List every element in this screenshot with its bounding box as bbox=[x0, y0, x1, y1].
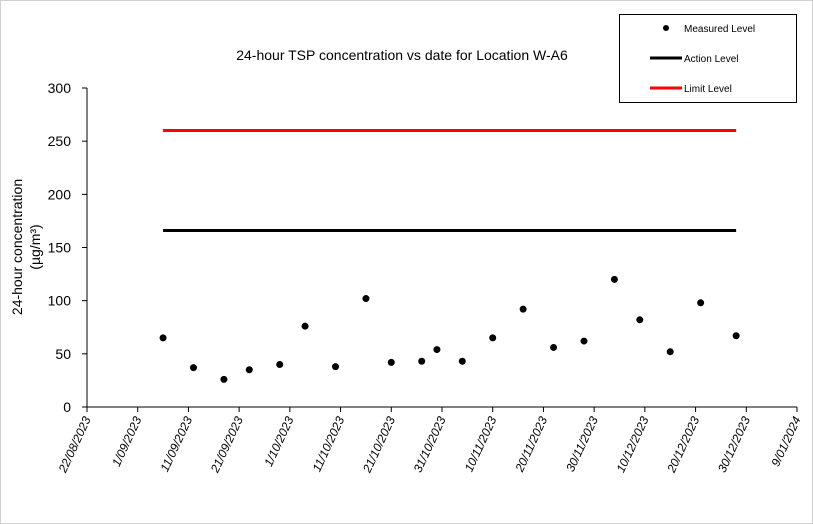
y-tick-label: 50 bbox=[55, 346, 71, 362]
data-point bbox=[301, 322, 309, 330]
data-point bbox=[220, 375, 228, 383]
data-point bbox=[245, 366, 253, 374]
legend-box bbox=[619, 14, 797, 103]
legend-label: Action Level bbox=[684, 54, 738, 65]
legend-label: Limit Level bbox=[684, 84, 732, 95]
data-point bbox=[697, 299, 705, 307]
y-tick-label: 0 bbox=[63, 399, 71, 415]
data-point bbox=[636, 316, 644, 324]
data-point bbox=[732, 332, 740, 340]
y-axis-label: (µg/m³) bbox=[27, 224, 43, 269]
data-point bbox=[666, 348, 674, 356]
y-axis-label: 24-hour concentration bbox=[9, 179, 25, 315]
y-tick-label: 300 bbox=[48, 80, 72, 96]
data-point bbox=[418, 357, 426, 365]
data-point bbox=[159, 334, 167, 342]
chart-title: 24-hour TSP concentration vs date for Lo… bbox=[236, 47, 568, 63]
data-point bbox=[332, 363, 339, 371]
data-point bbox=[489, 334, 497, 342]
data-point bbox=[387, 358, 395, 366]
data-point bbox=[519, 305, 527, 313]
data-point bbox=[550, 343, 558, 351]
data-point bbox=[362, 295, 370, 303]
data-point bbox=[458, 357, 466, 365]
data-point bbox=[580, 337, 588, 345]
data-point bbox=[610, 275, 618, 283]
data-point bbox=[190, 364, 197, 372]
legend-label: Measured Level bbox=[684, 24, 755, 35]
data-point bbox=[433, 346, 441, 354]
data-point bbox=[276, 360, 284, 368]
legend-swatch bbox=[663, 25, 669, 31]
y-tick-label: 100 bbox=[48, 293, 72, 309]
y-tick-label: 150 bbox=[48, 240, 72, 256]
y-tick-label: 250 bbox=[48, 133, 72, 149]
y-tick-label: 200 bbox=[48, 186, 72, 202]
